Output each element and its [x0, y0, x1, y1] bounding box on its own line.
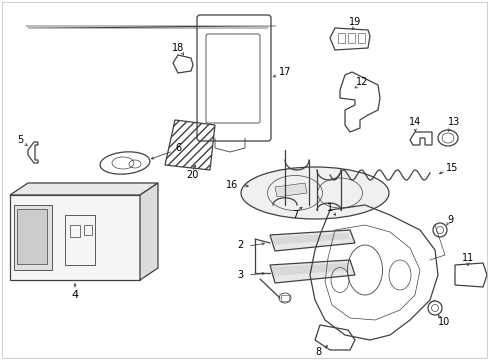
Text: 7: 7 — [291, 210, 298, 220]
Polygon shape — [274, 183, 306, 197]
Text: 8: 8 — [314, 347, 321, 357]
Text: 9: 9 — [446, 215, 452, 225]
Text: 11: 11 — [461, 253, 473, 263]
Text: 5: 5 — [17, 135, 23, 145]
Text: 12: 12 — [355, 77, 367, 87]
Text: 10: 10 — [437, 317, 449, 327]
Bar — [84, 225, 92, 235]
Text: 4: 4 — [71, 290, 79, 300]
Text: 15: 15 — [445, 163, 457, 173]
Text: 19: 19 — [348, 17, 360, 27]
Polygon shape — [271, 263, 349, 276]
Text: 18: 18 — [171, 43, 184, 53]
Bar — [337, 33, 345, 43]
Polygon shape — [10, 183, 158, 195]
Polygon shape — [269, 230, 354, 251]
Text: 1: 1 — [326, 203, 332, 213]
Bar — [70, 225, 80, 237]
Polygon shape — [269, 260, 354, 283]
Polygon shape — [271, 233, 349, 245]
Bar — [281, 295, 288, 301]
Polygon shape — [10, 195, 140, 280]
Bar — [14, 205, 52, 270]
Text: 6: 6 — [175, 143, 181, 153]
Bar — [65, 215, 95, 265]
Bar — [17, 209, 47, 264]
Text: 17: 17 — [278, 67, 290, 77]
Polygon shape — [140, 183, 158, 280]
Text: 20: 20 — [185, 170, 198, 180]
Text: 14: 14 — [408, 117, 420, 127]
Text: 3: 3 — [237, 270, 243, 280]
Ellipse shape — [326, 172, 332, 178]
Ellipse shape — [241, 167, 388, 219]
Bar — [357, 33, 364, 43]
Bar — [347, 33, 354, 43]
Text: 16: 16 — [225, 180, 238, 190]
Polygon shape — [164, 120, 215, 170]
Text: 2: 2 — [236, 240, 243, 250]
Text: 13: 13 — [447, 117, 459, 127]
